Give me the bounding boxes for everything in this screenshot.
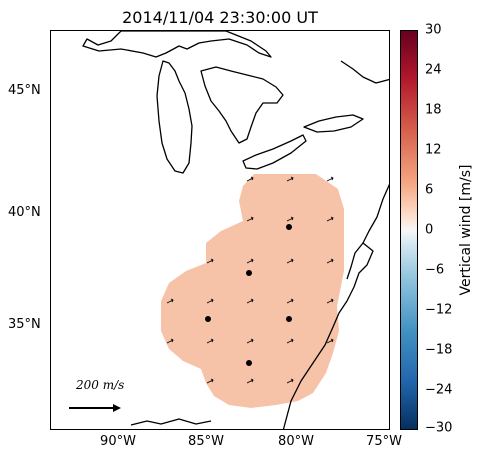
gulf-coast xyxy=(130,418,212,426)
colorbar-tick: −30 xyxy=(425,420,453,436)
colorbar-tick: 6 xyxy=(425,182,434,198)
wind-arrow-row-2 xyxy=(246,216,334,222)
colorbar-tick: −18 xyxy=(425,342,453,358)
coastlines xyxy=(82,31,389,429)
site-marker xyxy=(286,316,292,322)
colorbar-tick: 0 xyxy=(425,222,434,238)
lake-michigan xyxy=(156,60,193,174)
scale-arrow-head xyxy=(113,404,121,412)
colorbar-label: Vertical wind [m/s] xyxy=(458,164,474,296)
wind-arrow-row-3 xyxy=(206,258,334,264)
colorbar-tick: 24 xyxy=(425,62,442,78)
wind-arrow-row-4 xyxy=(166,298,334,304)
site-markers xyxy=(205,224,292,366)
map-panel xyxy=(50,30,390,430)
map-canvas xyxy=(69,31,389,429)
lon-tick-85: 85°W xyxy=(188,434,224,449)
colorbar-tick: 18 xyxy=(425,102,442,118)
lake-huron xyxy=(200,66,284,144)
lake-superior xyxy=(82,31,272,58)
site-marker xyxy=(246,270,252,276)
site-marker xyxy=(286,224,292,230)
chesapeake-bay xyxy=(346,242,364,280)
site-marker xyxy=(205,316,211,322)
colorbar xyxy=(400,30,418,430)
wind-arrow-row-6 xyxy=(206,378,294,384)
lon-tick-80: 80°W xyxy=(278,434,314,449)
lat-tick-45: 45°N xyxy=(8,83,41,98)
lat-tick-40: 40°N xyxy=(8,205,41,220)
map-title: 2014/11/04 23:30:00 UT xyxy=(122,8,318,27)
colorbar-tick: −12 xyxy=(425,302,453,318)
scale-vector xyxy=(69,404,121,412)
lake-ontario xyxy=(303,114,364,133)
lon-tick-75: 75°W xyxy=(366,434,402,449)
lat-tick-35: 35°N xyxy=(8,317,41,332)
colorbar-tick: 30 xyxy=(425,22,442,38)
colorbar-tick: 12 xyxy=(425,142,442,158)
colorbar-tick: −24 xyxy=(425,382,453,398)
lon-tick-90: 90°W xyxy=(100,434,136,449)
scale-vector-label: 200 m/s xyxy=(76,378,125,392)
wind-arrow-row-1 xyxy=(246,176,334,182)
st-lawrence xyxy=(340,60,389,84)
wind-field-region xyxy=(161,174,344,408)
site-marker xyxy=(246,360,252,366)
atlantic-coast xyxy=(282,183,389,429)
wind-arrow-row-5 xyxy=(166,338,334,344)
lake-erie xyxy=(242,134,307,170)
wind-vectors xyxy=(166,176,334,384)
colorbar-tick: −6 xyxy=(425,262,445,278)
